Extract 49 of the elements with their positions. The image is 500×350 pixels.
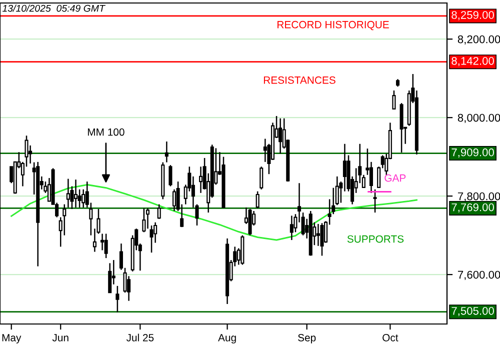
ref-line-label: 8,142.00: [452, 56, 494, 66]
x-tick-label: Aug: [218, 334, 236, 344]
candlestick: [168, 164, 172, 187]
candlestick: [256, 190, 260, 209]
ref-line-label: 7,769.00: [452, 203, 494, 213]
annotation: RECORD HISTORIQUE: [278, 20, 389, 30]
candlestick: [142, 208, 146, 233]
candlestick: [248, 208, 252, 236]
candlestick: [316, 223, 320, 247]
candlestick: [157, 204, 161, 220]
candlestick: [164, 140, 168, 163]
candlestick: [100, 233, 104, 251]
candlestick: [66, 178, 70, 208]
ref-line-label: 8,259.00: [452, 11, 494, 20]
candlestick: [74, 178, 78, 208]
candlestick: [392, 90, 396, 110]
x-tick-label: Jul 25: [126, 334, 154, 342]
y-tick-label: 7,600.00: [458, 270, 500, 280]
x-tick-label: Oct: [382, 334, 398, 342]
candlestick: [320, 222, 324, 256]
candlestick: [172, 188, 176, 212]
candlestick: [199, 166, 203, 194]
candlestick: [342, 143, 346, 192]
annotation: GAP: [384, 174, 406, 182]
candlestick: [82, 188, 86, 208]
candlestick: [108, 262, 112, 294]
candlestick: [146, 208, 150, 230]
candlestick: [290, 215, 294, 241]
annotation: RESISTANCES: [264, 76, 336, 84]
x-tick-label: Jun: [52, 334, 68, 342]
y-tick-label: 8,000.00: [458, 114, 500, 124]
candlestick: [150, 224, 154, 254]
candlestick: [62, 204, 66, 236]
candlestick: [116, 285, 120, 313]
x-tick-label: May: [2, 334, 22, 344]
candlestick: [260, 166, 264, 190]
candlestick: [263, 138, 267, 163]
annotation: SUPPORTS: [347, 235, 404, 243]
annotation: 13/10/2025 05:49 GMT: [2, 4, 106, 12]
line-series: [10, 184, 418, 241]
ref-line-label: 7,909.00: [452, 148, 494, 158]
y-tick-label: 7,800.00: [458, 192, 500, 202]
candlestick: [278, 118, 282, 154]
y-tick-label: 8,200.00: [458, 35, 500, 45]
candlestick: [373, 188, 377, 214]
x-tick-label: Sep: [298, 334, 316, 344]
text: MM 100: [88, 128, 124, 136]
candlestick: [104, 233, 108, 259]
ref-line-label: 7,505.00: [452, 306, 494, 316]
